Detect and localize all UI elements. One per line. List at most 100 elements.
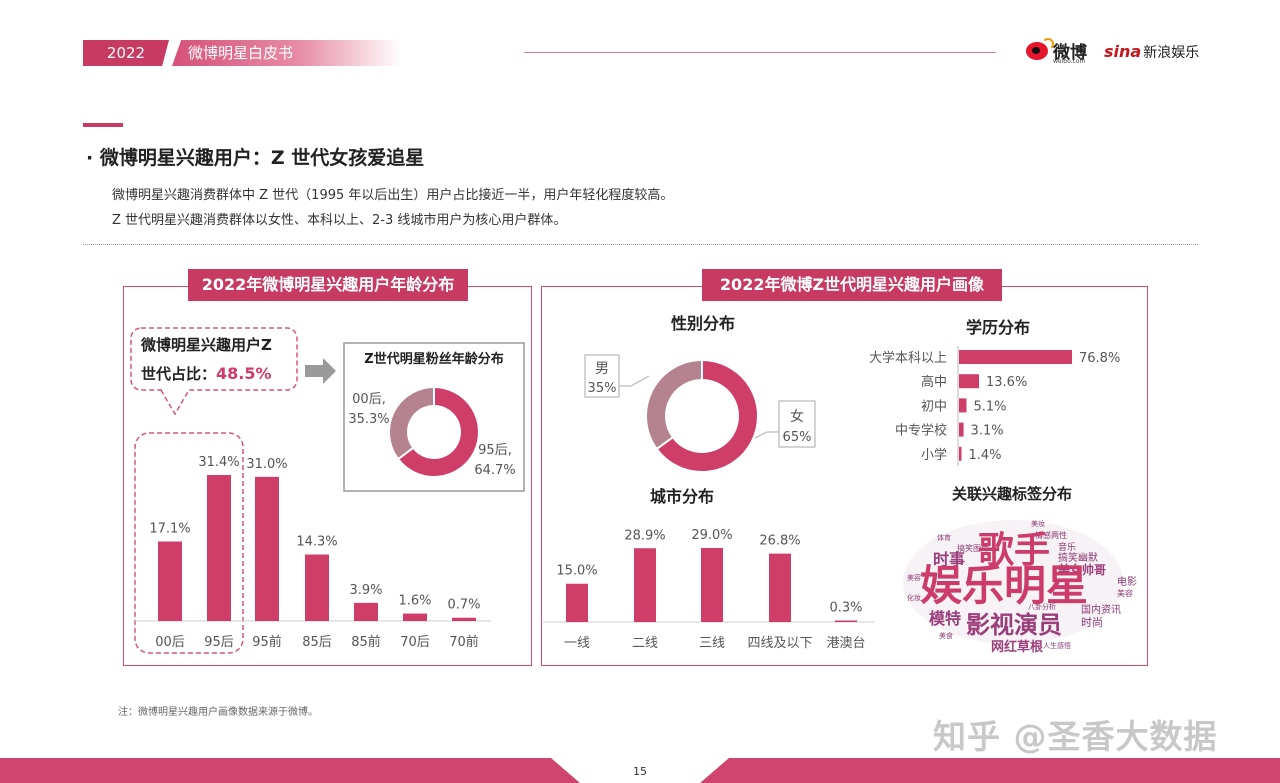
edu-bar-value: 5.1% <box>974 399 1007 414</box>
weibo-logo-sub: weibo.com <box>1053 58 1086 65</box>
edu-bar-category: 高中 <box>921 374 947 390</box>
age-bar-value: 3.9% <box>349 583 382 598</box>
tag-word: 搞笑图片 <box>957 543 989 553</box>
edu-bar-value: 13.6% <box>986 375 1027 390</box>
tag-word: 音乐 <box>1058 541 1076 553</box>
gender-female-value: 65% <box>783 430 812 445</box>
city-bar-category: 一线 <box>564 636 590 651</box>
age-bar <box>403 613 427 621</box>
age-donut: 00后, 35.3% 95后, 64.7% <box>348 385 516 478</box>
tag-word: 美食 <box>939 631 953 640</box>
sina-logo-text: 新浪娱乐 <box>1143 45 1200 61</box>
city-bar <box>701 548 723 622</box>
tag-word: 八卦分析 <box>1028 602 1056 611</box>
profile-panel-title: 2022年微博Z世代明星兴趣用户画像 <box>702 269 1002 301</box>
age-bar-category: 70前 <box>449 634 479 650</box>
age-bar-category: 95后 <box>204 635 234 650</box>
age-bar-category: 70后 <box>400 635 430 650</box>
tag-word: 化妆 <box>907 593 921 602</box>
age-bar-value: 31.0% <box>246 457 287 472</box>
city-bar <box>634 548 656 622</box>
gender-female-callout-box <box>778 400 816 448</box>
age-bar-value: 14.3% <box>296 535 337 550</box>
tag-word: 模特 <box>929 609 961 628</box>
section-title: · 微博明星兴趣用户：Z 世代女孩爱追星 <box>86 147 425 169</box>
gender-male-name: 男 <box>595 361 609 377</box>
tag-word: 美容 <box>1117 588 1133 598</box>
tag-word: 时尚 <box>1081 615 1103 629</box>
profile-panel-canvas: 性别分布 男 35% 女 65% 学历分布 大学本科以上 76.8% 高中 13.6% 初中 5… <box>543 314 1137 655</box>
dotted-divider <box>83 244 1198 245</box>
age-bar <box>452 617 476 621</box>
city-bar-category: 港澳台 <box>826 635 865 651</box>
city-bar-value: 28.9% <box>624 528 665 543</box>
edu-bar <box>959 422 964 437</box>
age-bar-value: 1.6% <box>398 594 431 609</box>
z-gen-highlight <box>134 432 244 654</box>
tag-word: 时事 <box>933 550 965 569</box>
section-description-2: Z 世代明星兴趣消费群体以女性、本科以上、2-3 线城市用户为核心用户群体。 <box>112 213 567 228</box>
tag-word: 电影 <box>1117 575 1137 588</box>
callout-line2: 世代占比：48.5% <box>141 364 272 383</box>
callout-value: 48.5% <box>216 364 272 383</box>
edu-bars: 大学本科以上 76.8% 高中 13.6% 初中 5.1% 中专学校 3.1% 小学 1.4% <box>869 346 1120 466</box>
gender-female-name: 女 <box>790 408 804 425</box>
tag-word: 娱乐明星 <box>920 561 1088 610</box>
tag-word: 人生感悟 <box>1043 641 1071 650</box>
city-bar-value: 15.0% <box>556 564 597 579</box>
age-bar <box>255 476 279 621</box>
edu-title: 学历分布 <box>966 318 1030 337</box>
header-divider <box>524 52 996 53</box>
city-title: 城市分布 <box>650 487 714 506</box>
city-bar-value: 29.0% <box>691 528 732 543</box>
weibo-logo-text: 微博 <box>1053 43 1087 63</box>
gender-male-leader <box>619 375 650 387</box>
callout-pointer <box>160 389 190 416</box>
gender-donut: 男 35% 女 65% <box>584 354 816 473</box>
watermark: 知乎 @圣香大数据 <box>933 717 1218 756</box>
age-bars: 17.1% 00后 31.4% 95后 31.0% 95前 14.3% 85后 3.9% 85前 1… <box>133 455 491 650</box>
weibo-logo-arc-icon <box>1042 38 1054 50</box>
city-bars: 15.0% 一线 28.9% 二线 29.0% 三线 26.8% 四线及以下 0.3% 港澳台 <box>543 528 875 651</box>
edu-bar <box>959 446 962 461</box>
age-bar-value: 17.1% <box>149 521 190 536</box>
header-title: 微博明星白皮书 <box>172 40 402 66</box>
edu-bar-category: 中专学校 <box>895 423 947 439</box>
age-bar-category: 85后 <box>302 635 332 650</box>
inset-donut-title: Z世代明星粉丝年龄分布 <box>364 351 503 367</box>
age-bar-category: 95前 <box>252 634 282 650</box>
age-panel-canvas: 微博明星兴趣用户Z 世代占比：48.5% Z世代明星粉丝年龄分布 00后, 35.… <box>130 327 525 654</box>
age-bar-value: 31.4% <box>198 455 239 470</box>
footnote: 注：微博明星兴趣用户画像数据来源于微博。 <box>118 707 318 718</box>
gender-slice-female <box>655 358 759 473</box>
city-bar <box>566 583 588 622</box>
age-donut-label: 00后, <box>352 392 386 407</box>
section-accent-bar <box>83 123 123 127</box>
tag-word: 影视演员 <box>966 611 1062 639</box>
edu-bar-category: 小学 <box>921 447 947 463</box>
sina-ent-logo: sina 新浪娱乐 <box>1104 42 1199 62</box>
age-donut-label: 64.7% <box>474 463 515 478</box>
tag-word: 搞笑幽默 <box>1058 551 1098 564</box>
edu-bar-value: 76.8% <box>1079 351 1120 366</box>
age-bar <box>158 541 182 621</box>
city-bar <box>769 553 791 622</box>
city-bar-category: 四线及以下 <box>747 636 812 651</box>
age-bar-category: 00后 <box>155 635 185 650</box>
tag-word: 歌手 <box>978 530 1050 571</box>
age-donut-label: 95后, <box>478 443 512 458</box>
edu-bar <box>959 398 967 413</box>
edu-bar <box>959 374 980 389</box>
age-panel-title: 2022年微博明星兴趣用户年龄分布 <box>188 269 468 301</box>
section-description-1: 微博明星兴趣消费群体中 Z 世代（1995 年以后出生）用户占比接近一半，用户年… <box>112 188 674 203</box>
age-donut-slice <box>388 385 435 461</box>
gender-slice-male <box>645 358 703 451</box>
word-cloud: 情感两性 搞笑图片 音乐 搞笑幽默 时事 歌手 美女帅哥 美容 娱乐明星 电影 … <box>903 519 1137 655</box>
tag-word: 情感两性 <box>1035 530 1067 540</box>
edu-bar-category: 初中 <box>921 399 947 414</box>
tags-title: 关联兴趣标签分布 <box>952 485 1072 503</box>
city-bar <box>835 620 857 622</box>
callout-line1: 微博明星兴趣用户Z <box>140 336 272 354</box>
edu-bar-category: 大学本科以上 <box>869 350 947 366</box>
age-bar <box>354 602 378 621</box>
